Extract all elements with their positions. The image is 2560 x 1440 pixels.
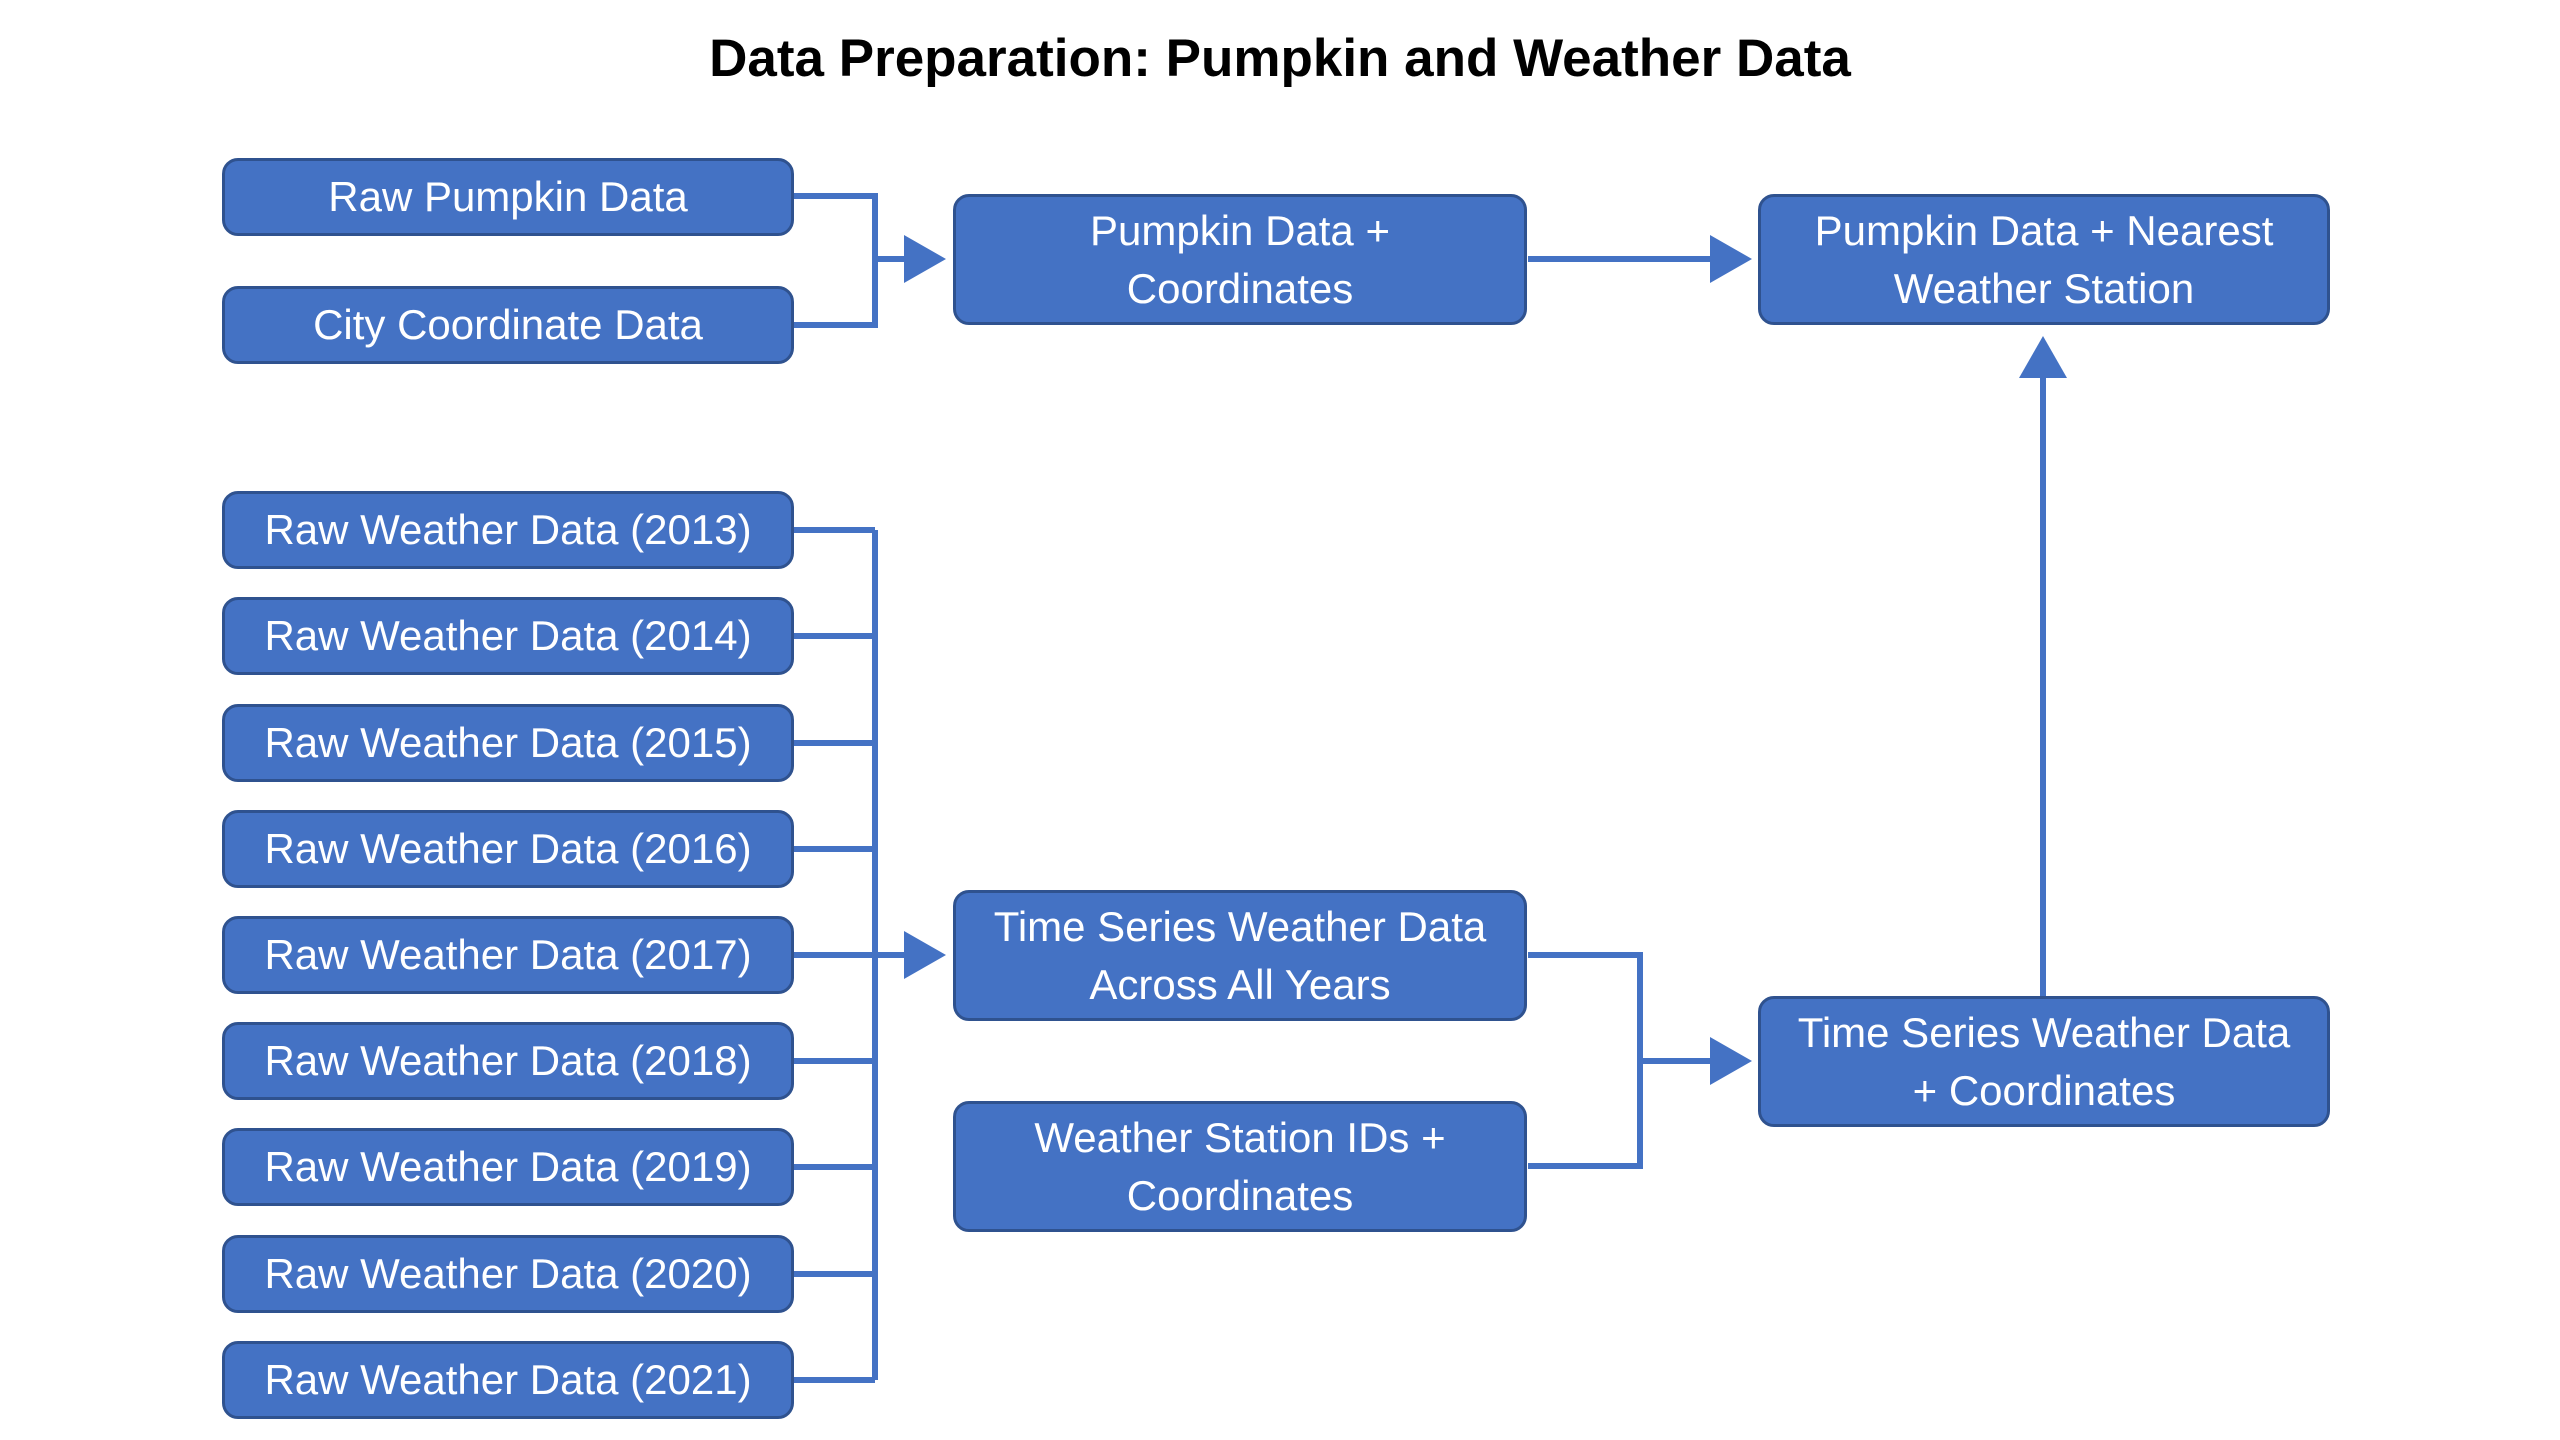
connector-station-ids xyxy=(1528,1061,1643,1169)
node-label: Time Series Weather Data + Coordinates xyxy=(1798,1004,2291,1120)
node-label-line: Raw Pumpkin Data xyxy=(328,173,688,220)
node-label-line: Coordinates xyxy=(1126,264,1354,312)
connector-raw-pumpkin xyxy=(792,193,878,259)
node-label-line: Time Series Weather Data xyxy=(993,902,1487,950)
node-label-line: + Coordinates xyxy=(1912,1066,2176,1114)
node-ts-weather-coordinates: Time Series Weather Data + Coordinates xyxy=(1758,996,2330,1127)
node-label-line: Raw Weather Data (2020) xyxy=(264,1250,752,1297)
node-label-line: Raw Weather Data (2015) xyxy=(264,719,752,766)
node-label: Pumpkin Data + Nearest Weather Station xyxy=(1815,202,2274,318)
node-label: Time Series Weather Data Across All Year… xyxy=(994,898,1487,1014)
node-raw-weather-2019: Raw Weather Data (2019) xyxy=(222,1128,794,1206)
node-label-line: Raw Weather Data (2016) xyxy=(264,825,752,872)
node-label-line: Coordinates xyxy=(1126,1171,1354,1219)
node-label-line: Raw Weather Data (2014) xyxy=(264,612,752,659)
node-label-line: Raw Weather Data (2019) xyxy=(264,1143,752,1190)
node-label-line: Raw Weather Data (2013) xyxy=(264,506,752,553)
node-label-line: Weather Station xyxy=(1893,264,2195,312)
node-ts-weather-all-years: Time Series Weather Data Across All Year… xyxy=(953,890,1527,1021)
node-label-line: Raw Weather Data (2017) xyxy=(264,931,752,978)
node-label-line: Raw Weather Data (2018) xyxy=(264,1037,752,1084)
node-pumpkin-nearest-station: Pumpkin Data + Nearest Weather Station xyxy=(1758,194,2330,325)
connector-ts-all-years xyxy=(1528,952,1643,1061)
node-raw-weather-2017: Raw Weather Data (2017) xyxy=(222,916,794,994)
node-label-line: City Coordinate Data xyxy=(313,301,703,348)
node-label-line: Pumpkin Data + Nearest xyxy=(1814,206,2274,254)
node-label-line: Across All Years xyxy=(1089,960,1391,1008)
node-label: Pumpkin Data + Coordinates xyxy=(1090,202,1390,318)
connector-city-coordinates xyxy=(792,259,878,328)
node-label-line: Pumpkin Data + xyxy=(1090,206,1390,254)
node-raw-weather-2020: Raw Weather Data (2020) xyxy=(222,1235,794,1313)
node-label-line: Weather Station IDs + xyxy=(1034,1113,1446,1161)
node-pumpkin-data-coordinates: Pumpkin Data + Coordinates xyxy=(953,194,1527,325)
node-raw-weather-2016: Raw Weather Data (2016) xyxy=(222,810,794,888)
node-weather-station-ids: Weather Station IDs + Coordinates xyxy=(953,1101,1527,1232)
node-label: Weather Station IDs + Coordinates xyxy=(1034,1109,1445,1225)
node-raw-pumpkin-data: Raw Pumpkin Data xyxy=(222,158,794,236)
node-raw-weather-2021: Raw Weather Data (2021) xyxy=(222,1341,794,1419)
node-city-coordinate-data: City Coordinate Data xyxy=(222,286,794,364)
node-raw-weather-2013: Raw Weather Data (2013) xyxy=(222,491,794,569)
node-raw-weather-2014: Raw Weather Data (2014) xyxy=(222,597,794,675)
diagram-title: Data Preparation: Pumpkin and Weather Da… xyxy=(709,29,1851,88)
node-label-line: Raw Weather Data (2021) xyxy=(264,1356,752,1403)
node-label-line: Time Series Weather Data xyxy=(1797,1008,2291,1056)
node-raw-weather-2015: Raw Weather Data (2015) xyxy=(222,704,794,782)
node-raw-weather-2018: Raw Weather Data (2018) xyxy=(222,1022,794,1100)
